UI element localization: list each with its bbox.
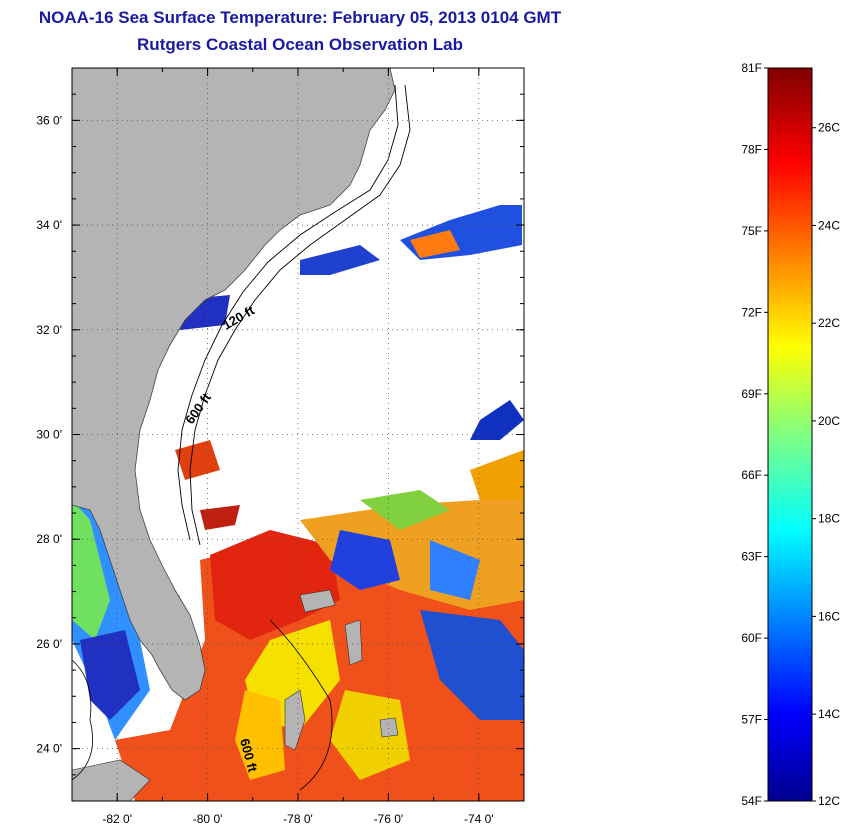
land-andros xyxy=(284,689,306,751)
lat-tick-label: 34 0' xyxy=(36,218,62,232)
warm-patch xyxy=(410,230,460,258)
sst-map: 120 ft 600 ft 600 ft -82 0' -80 0' -78 0' -… xyxy=(36,67,525,826)
colorbar-c-label: 22C xyxy=(818,316,840,330)
colorbar-c-label: 12C xyxy=(818,794,840,808)
cool-patch xyxy=(420,610,524,720)
colorbar-f-label: 57F xyxy=(741,713,762,727)
lat-tick-label: 30 0' xyxy=(36,428,62,442)
cool-patch xyxy=(300,245,380,275)
colorbar-f-label: 63F xyxy=(741,550,762,564)
lon-tick-label: -82 0' xyxy=(102,812,132,826)
land-eleuthera xyxy=(379,717,399,738)
lat-tick-label: 36 0' xyxy=(36,113,62,127)
bahamas-bank-orange xyxy=(235,690,285,780)
green-patch xyxy=(72,500,110,640)
colorbar-f-label: 72F xyxy=(741,305,762,319)
lat-tick-label: 28 0' xyxy=(36,532,62,546)
lon-tick-label: -78 0' xyxy=(283,812,313,826)
axis-ticks: -82 0' -80 0' -78 0' -76 0' -74 0' 36 0' 34 0'… xyxy=(36,67,525,826)
map-title: NOAA-16 Sea Surface Temperature: Februar… xyxy=(38,8,562,27)
colorbar-c-label: 18C xyxy=(818,512,840,526)
colorbar-c-label: 16C xyxy=(818,609,840,623)
map-subtitle: Rutgers Coastal Ocean Observation Lab xyxy=(137,35,463,54)
colorbar-f-label: 81F xyxy=(741,61,762,75)
colorbar-f-label: 54F xyxy=(741,794,762,808)
colorbar-labels: 81F 78F 75F 72F 69F 66F 63F 60F 57F 54F 26C 24C 22C 2… xyxy=(741,61,840,808)
colorbar-c-label: 20C xyxy=(818,414,840,428)
isobath-600ft xyxy=(189,84,411,546)
temperature-colorbar: 81F 78F 75F 72F 69F 66F 63F 60F 57F 54F 26C 24C 22C 2… xyxy=(741,61,840,808)
colorbar-f-label: 66F xyxy=(741,468,762,482)
lat-tick-label: 24 0' xyxy=(36,742,62,756)
orange-patch xyxy=(470,450,524,500)
colorbar-f-label: 75F xyxy=(741,224,762,238)
colorbar-c-label: 14C xyxy=(818,707,840,721)
green-patch xyxy=(360,490,450,530)
lat-lon-grid xyxy=(72,68,524,801)
land-abaco xyxy=(344,619,363,666)
cool-patch xyxy=(430,540,480,600)
land-grand-bahama xyxy=(299,589,336,613)
colorbar-f-label: 60F xyxy=(741,631,762,645)
colorbar-c-label: 24C xyxy=(818,218,840,232)
cool-patch xyxy=(330,530,400,590)
colorbar-c-label: 26C xyxy=(818,121,840,135)
cool-patch xyxy=(80,630,140,720)
sst-data-layer xyxy=(72,68,524,801)
isobath-120ft xyxy=(177,84,399,541)
cool-patch xyxy=(470,400,524,440)
colorbar-gradient xyxy=(767,67,813,802)
lon-tick-label: -74 0' xyxy=(464,812,494,826)
land-cuba xyxy=(72,759,151,801)
isobath-gulf xyxy=(72,659,93,781)
colorbar-f-label: 78F xyxy=(741,142,762,156)
lat-tick-label: 26 0' xyxy=(36,637,62,651)
bahamas-bank-yellow-2 xyxy=(330,690,410,780)
colorbar-f-label: 69F xyxy=(741,387,762,401)
gulf-stream-region xyxy=(210,530,340,640)
warm-patch xyxy=(175,440,220,480)
lat-tick-label: 32 0' xyxy=(36,323,62,337)
land-us xyxy=(72,68,396,701)
warm-patch xyxy=(200,505,240,530)
lon-tick-label: -80 0' xyxy=(193,812,223,826)
isobath-bahamas xyxy=(269,619,333,791)
lon-tick-label: -76 0' xyxy=(374,812,404,826)
